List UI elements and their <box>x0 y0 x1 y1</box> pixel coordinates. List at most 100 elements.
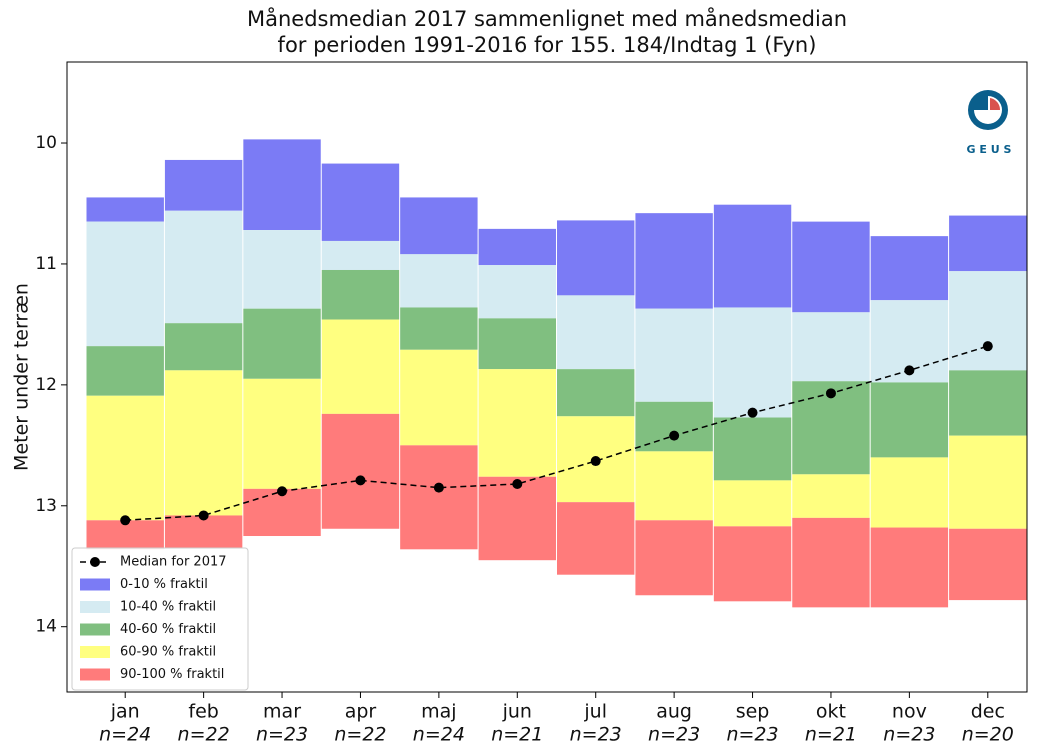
x-tick-label: aug <box>656 701 692 723</box>
median-marker <box>590 456 601 467</box>
legend-swatch <box>80 601 110 613</box>
x-count-label: n=23 <box>648 724 700 746</box>
x-tick-label: dec <box>971 701 1005 723</box>
chart-title: for perioden 1991-2016 for 155. 184/Indt… <box>278 33 817 57</box>
bar-segment <box>792 517 870 608</box>
bar-segment <box>713 526 792 602</box>
median-marker <box>355 475 366 486</box>
median-marker <box>277 486 288 497</box>
bar-segment <box>557 220 635 296</box>
x-tick-label: nov <box>892 701 927 723</box>
median-marker <box>120 515 131 526</box>
x-count-label: n=23 <box>256 724 308 746</box>
median-marker <box>512 479 523 490</box>
logo-accent <box>990 98 1001 110</box>
bar-segment <box>321 319 400 414</box>
bar-segment <box>557 502 635 575</box>
bar-segment <box>86 346 164 396</box>
bar-segment <box>949 435 1027 529</box>
bar-segment <box>164 210 243 324</box>
x-tick-label: sep <box>736 701 770 723</box>
bar-segment <box>713 204 792 308</box>
legend-label: 10-40 % fraktil <box>120 600 216 615</box>
bar-segment <box>400 349 478 446</box>
bar-segment <box>870 527 949 608</box>
x-count-label: n=21 <box>491 724 543 746</box>
bar-segment <box>713 480 792 527</box>
x-count-label: n=24 <box>413 724 465 746</box>
x-count-label: n=22 <box>178 724 230 746</box>
x-count-label: n=21 <box>805 724 857 746</box>
bar-segment <box>400 307 478 350</box>
bar-segment <box>321 240 400 270</box>
bar-segment <box>792 221 870 313</box>
legend-swatch <box>80 578 110 591</box>
bar-segment <box>321 269 400 320</box>
median-marker <box>669 430 680 441</box>
bar-segment <box>243 488 321 537</box>
legend-label: Median for 2017 <box>120 555 227 570</box>
bar-segment <box>635 451 713 521</box>
bar-segment <box>243 308 321 379</box>
legend-swatch <box>80 623 110 636</box>
bar-segment <box>478 476 556 561</box>
bar-segment <box>713 417 792 481</box>
legend-label: 0-10 % fraktil <box>120 577 208 592</box>
bar-segment <box>164 159 243 211</box>
bar-segment <box>870 382 949 458</box>
x-count-label: n=22 <box>334 724 386 746</box>
y-tick-label: 12 <box>35 375 57 395</box>
bar-segment <box>557 369 635 417</box>
bar-segment <box>557 295 635 370</box>
x-tick-label: mar <box>263 701 301 723</box>
bar-segment <box>321 163 400 241</box>
bar-segment <box>86 395 164 521</box>
legend-label: 40-60 % fraktil <box>120 622 216 637</box>
legend-swatch <box>80 646 110 658</box>
bar-segment <box>478 369 556 477</box>
bar-segment <box>792 312 870 382</box>
bar-segment <box>870 236 949 301</box>
x-tick-label: feb <box>188 701 218 723</box>
bar-segment <box>635 308 713 402</box>
legend-label: 90-100 % fraktil <box>120 667 224 682</box>
logo: G E U S <box>967 90 1012 156</box>
x-count-label: n=20 <box>962 724 1014 746</box>
bar-segment <box>713 307 792 418</box>
bar-segment <box>635 520 713 596</box>
bar-segment <box>400 197 478 255</box>
median-marker <box>433 482 444 493</box>
bar-segment <box>635 213 713 309</box>
bar-segment <box>949 370 1027 436</box>
bar-segment <box>321 413 400 529</box>
bar-segment <box>949 271 1027 371</box>
bar-segment <box>870 457 949 528</box>
logo-text: G E U S <box>967 143 1012 156</box>
x-tick-label: apr <box>345 701 377 723</box>
median-marker <box>982 341 993 352</box>
bar-segment <box>164 323 243 371</box>
x-count-label: n=24 <box>99 724 151 746</box>
x-count-label: n=23 <box>570 724 622 746</box>
x-tick-label: okt <box>816 701 846 723</box>
x-tick-label: jan <box>110 701 140 723</box>
x-tick-label: maj <box>421 701 456 723</box>
bar-segment <box>400 445 478 550</box>
bar-segment <box>478 228 556 266</box>
x-count-label: n=23 <box>726 724 778 746</box>
bar-segment <box>86 197 164 222</box>
median-marker <box>825 388 836 399</box>
bar-segment <box>243 139 321 231</box>
x-count-label: n=23 <box>883 724 935 746</box>
y-tick-label: 13 <box>35 496 57 516</box>
y-tick-label: 11 <box>35 254 57 274</box>
bar-segment <box>243 230 321 309</box>
legend-label: 60-90 % fraktil <box>120 645 216 660</box>
y-tick-label: 14 <box>35 617 57 637</box>
bar-segment <box>164 370 243 516</box>
bar-segment <box>792 474 870 518</box>
plot-frame <box>66 61 1028 693</box>
bar-segment <box>400 254 478 308</box>
bar-segment <box>949 215 1027 272</box>
